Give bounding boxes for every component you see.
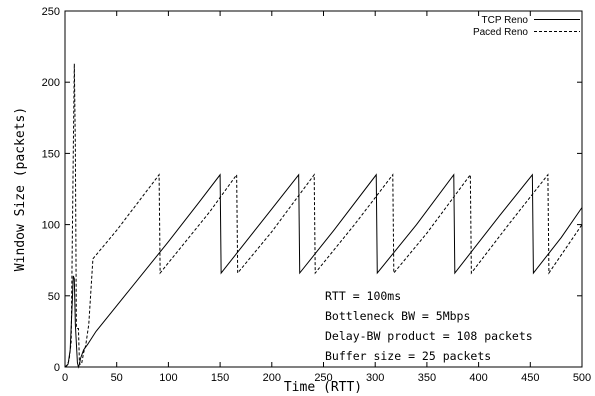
y-tick-label: 0 (54, 362, 60, 374)
y-axis-label: Window Size (packets) (13, 107, 28, 271)
x-tick-label: 200 (263, 372, 281, 384)
y-tick-label: 100 (42, 220, 60, 232)
legend: TCP Reno Paced Reno (473, 15, 580, 38)
x-tick-label: 100 (159, 372, 177, 384)
y-tick-label: 200 (42, 77, 60, 89)
annotation-bottleneck-bw: Bottleneck BW = 5Mbps (325, 309, 470, 323)
y-tick-label: 250 (42, 6, 60, 18)
plot-area-frame (64, 10, 583, 368)
series-line-paced-reno (64, 63, 583, 368)
legend-label-tcp-reno: TCP Reno (481, 15, 528, 26)
x-tick-label: 0 (62, 372, 68, 384)
x-tick-label: 350 (418, 372, 436, 384)
x-axis-label: Time (RTT) (284, 380, 362, 395)
series-line-tcp-reno (64, 173, 583, 369)
y-tick-label: 50 (48, 291, 60, 303)
x-tick-label: 50 (111, 372, 123, 384)
annotations: RTT = 100ms Bottleneck BW = 5Mbps Delay-… (325, 289, 533, 363)
x-tick-label: 250 (314, 372, 332, 384)
x-tick-label: 150 (211, 372, 229, 384)
x-tick-label: 400 (469, 372, 487, 384)
y-tick-label: 150 (42, 148, 60, 160)
legend-label-paced-reno: Paced Reno (473, 27, 528, 38)
annotation-rtt: RTT = 100ms (325, 289, 401, 303)
x-tick-label: 500 (573, 372, 591, 384)
annotation-delay-bw-product: Delay-BW product = 108 packets (325, 329, 533, 343)
annotation-buffer-size: Buffer size = 25 packets (325, 349, 491, 363)
axis-ticks: 0 50 100 150 200 250 300 350 400 450 500 0 50 100 150 2… (42, 6, 592, 384)
x-tick-label: 450 (521, 372, 539, 384)
series-layer (64, 63, 583, 369)
x-tick-label: 300 (366, 372, 384, 384)
